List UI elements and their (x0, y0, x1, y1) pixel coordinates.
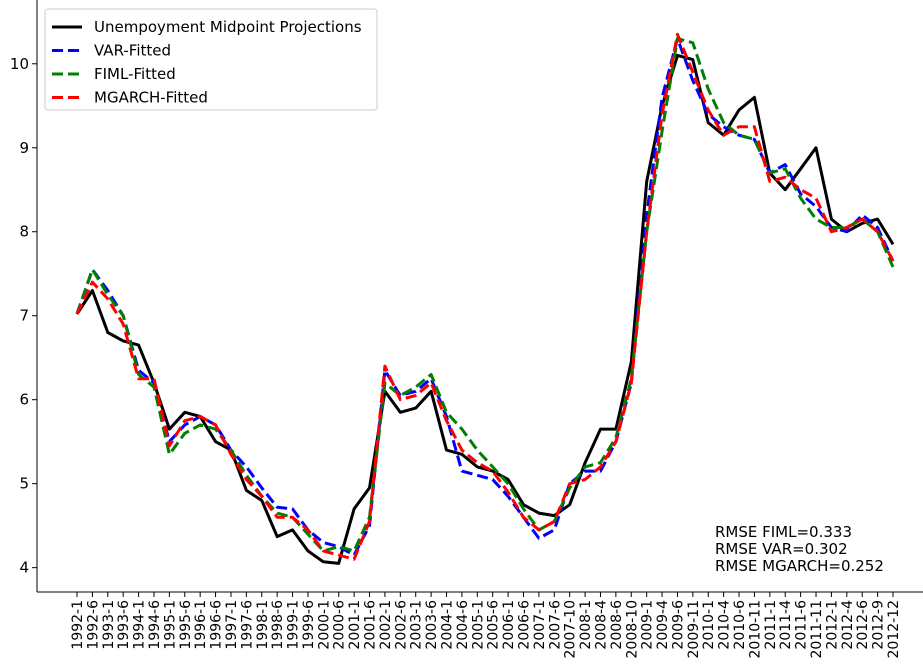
x-tick-label: 2007-1 (532, 600, 548, 650)
x-tick-label: 2001-1 (347, 600, 363, 650)
y-tick-label: 5 (19, 475, 29, 493)
x-tick-label: 2007-6 (547, 600, 563, 650)
x-tick-label: 2005-1 (470, 600, 486, 650)
series-line (75, 37, 895, 557)
x-tick-label: 2000-1 (316, 600, 332, 650)
x-tick-label: 2004-1 (440, 600, 456, 650)
x-tick-label: 2011-11 (809, 600, 825, 659)
x-tick-label: 2002-1 (378, 600, 394, 650)
legend: Unempoyment Midpoint Projections VAR-Fitt… (44, 8, 378, 111)
x-tick-label: 2011-6 (794, 600, 810, 650)
annotation: RMSE FIML=0.333 (715, 523, 852, 541)
x-tick-label: 2008-1 (578, 600, 594, 650)
x-tick-label: 1996-1 (193, 600, 209, 650)
legend-label: VAR-Fitted (94, 42, 171, 60)
x-tick-label: 1998-6 (270, 600, 286, 650)
series-line (75, 32, 895, 561)
x-tick-label: 2012-9 (871, 600, 887, 650)
x-tick-label: 2009-4 (655, 600, 671, 650)
x-tick-label: 2008-10 (624, 600, 640, 659)
x-tick-label: 2009-6 (670, 600, 686, 650)
x-tick-label: 2010-11 (747, 600, 763, 659)
x-tick-label: 2012-6 (855, 600, 871, 650)
x-tick-label: 1995-6 (178, 600, 194, 650)
x-tick-label: 1993-6 (116, 600, 132, 650)
x-tick-label: 1996-6 (209, 600, 225, 650)
series-line (75, 53, 895, 565)
x-tick-label: 2003-1 (409, 600, 425, 650)
annotation: RMSE MGARCH=0.252 (715, 557, 884, 575)
x-tick-label: 2001-6 (363, 600, 379, 650)
y-tick-label: 7 (19, 307, 29, 325)
legend-label: MGARCH-Fitted (94, 89, 208, 107)
annotation: RMSE VAR=0.302 (715, 540, 848, 558)
x-tick-label: 1997-6 (239, 600, 255, 650)
x-tick-label: 2010-6 (732, 600, 748, 650)
x-tick-label: 1992-6 (85, 600, 101, 650)
x-tick-label: 2006-6 (516, 600, 532, 650)
y-tick-label: 6 (19, 391, 29, 409)
x-tick-label: 2008-4 (593, 600, 609, 650)
x-tick-label: 2012-1 (824, 600, 840, 650)
x-tick-label: 1995-1 (162, 600, 178, 650)
x-tick-label: 1993-1 (101, 600, 117, 650)
y-tick-label: 10 (10, 55, 29, 73)
x-tick-label: 2004-6 (455, 600, 471, 650)
x-tick-label: 2007-10 (563, 600, 579, 659)
legend-label: FIML-Fitted (94, 65, 176, 83)
x-tick-label: 1994-1 (132, 600, 148, 650)
x-tick-label: 2011-4 (778, 600, 794, 650)
y-tick-label: 8 (19, 223, 29, 241)
x-tick-label: 1992-1 (70, 600, 86, 650)
x-tick-label: 2012-12 (886, 600, 902, 659)
x-tick-label: 2005-6 (486, 600, 502, 650)
series-line (75, 37, 895, 553)
x-tick-label: 1999-6 (301, 600, 317, 650)
x-tick-label: 2008-6 (609, 600, 625, 650)
x-tick-label: 2002-6 (393, 600, 409, 650)
x-tick-label: 2012-4 (840, 600, 856, 650)
x-tick-label: 2000-6 (332, 600, 348, 650)
x-tick-label: 2003-6 (424, 600, 440, 650)
y-tick-label: 9 (19, 139, 29, 157)
x-tick-label: 2010-1 (701, 600, 717, 650)
x-tick-label: 1994-6 (147, 600, 163, 650)
x-tick-label: 2009-11 (686, 600, 702, 659)
x-tick-label: 2009-1 (640, 600, 656, 650)
x-tick-label: 1999-1 (286, 600, 302, 650)
x-tick-label: 1997-1 (224, 600, 240, 650)
x-tick-label: 1998-1 (255, 600, 271, 650)
legend-label: Unempoyment Midpoint Projections (94, 18, 362, 36)
x-tick-label: 2011-1 (763, 600, 779, 650)
x-tick-label: 2006-1 (501, 600, 517, 650)
y-tick-label: 4 (19, 559, 29, 577)
x-tick-label: 2010-4 (717, 600, 733, 650)
legend-box (44, 8, 378, 111)
